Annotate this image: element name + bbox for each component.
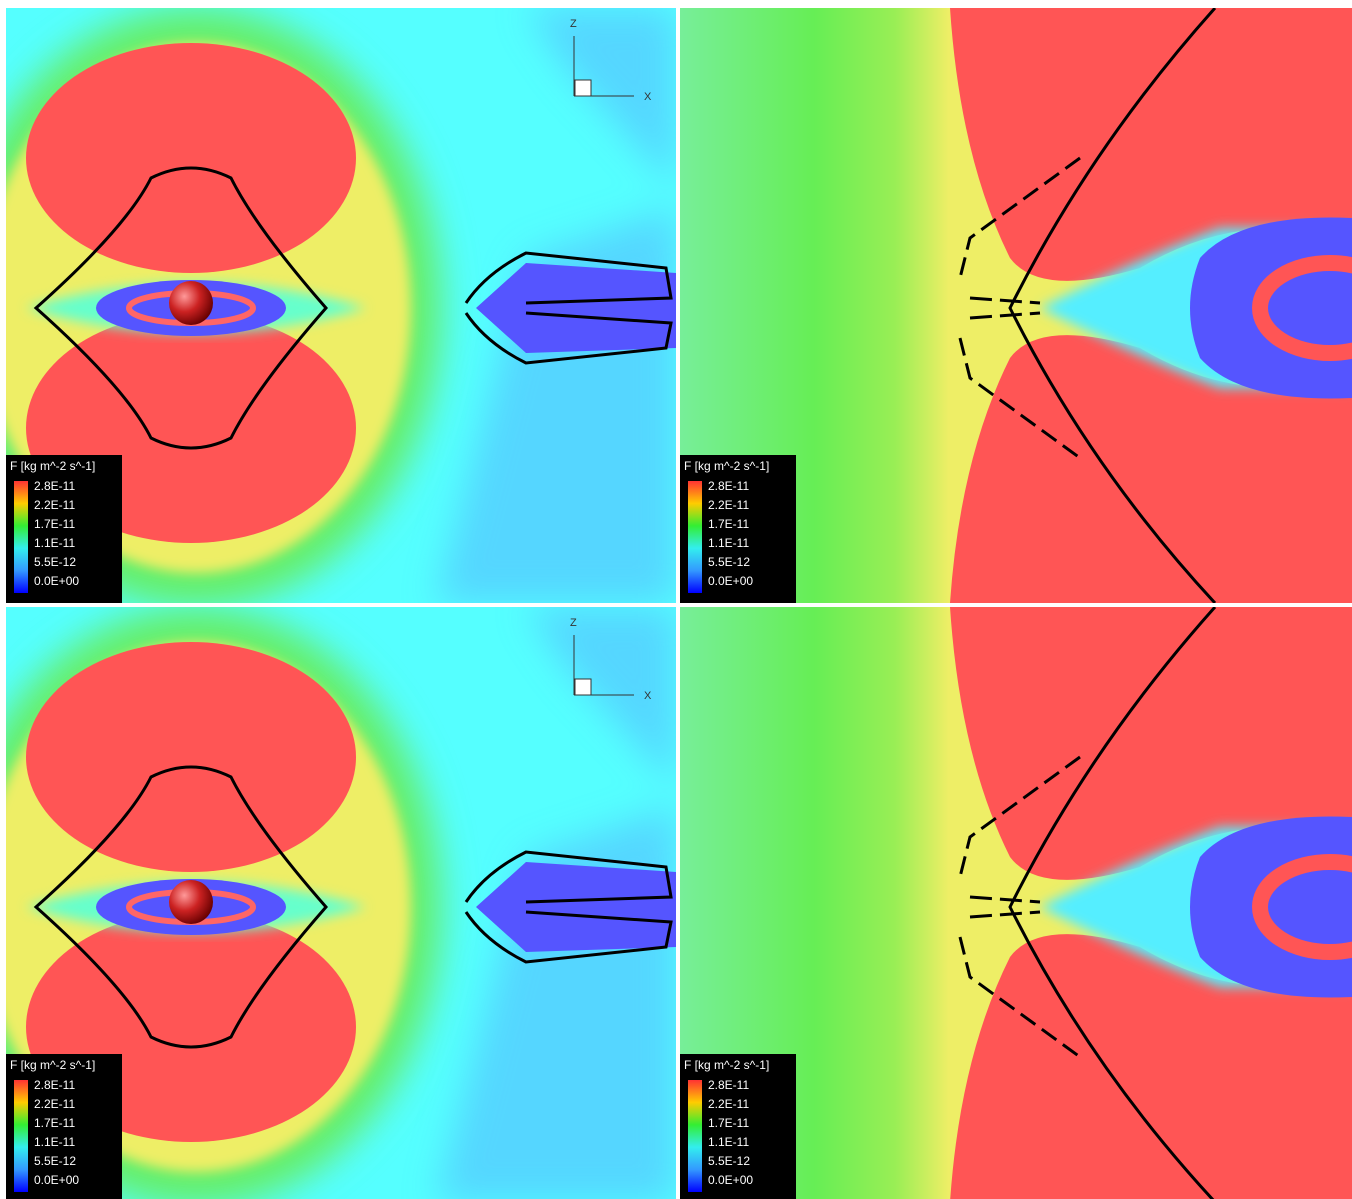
- legend-label: 1.1E-11: [34, 1135, 75, 1149]
- panel: F [kg m^-2 s^-1] 2.8E-11 2.2E-11 1.7E-11 1.1…: [0, 8, 676, 608]
- legend-label: 2.2E-11: [34, 1097, 75, 1111]
- legend-label: 5.5E-12: [34, 1154, 76, 1168]
- overlay: F [kg m^-2 s^-1] 2.8E-11 2.2E-11 1.7E-11 1.1…: [680, 455, 796, 603]
- legend-label: 1.7E-11: [708, 517, 749, 531]
- axis-label-z: Z: [570, 617, 577, 629]
- colorbar: [688, 1080, 702, 1192]
- legend-label: 1.7E-11: [34, 1116, 75, 1130]
- legend-label: 2.2E-11: [708, 1097, 749, 1111]
- legend-label: 0.0E+00: [708, 574, 753, 588]
- legend-label: 0.0E+00: [34, 1173, 79, 1187]
- legend-label: 5.5E-12: [708, 555, 750, 569]
- legend-label: 0.0E+00: [708, 1173, 753, 1187]
- legend-title: F [kg m^-2 s^-1]: [10, 1058, 95, 1072]
- panel: F [kg m^-2 s^-1] 2.8E-11 2.2E-11 1.7E-11 1.1…: [680, 8, 1352, 603]
- legend-label: 2.8E-11: [34, 479, 75, 493]
- panel: F [kg m^-2 s^-1] 2.8E-11 2.2E-11 1.7E-11 1.1…: [680, 607, 1352, 1199]
- legend-label: 2.8E-11: [708, 1078, 749, 1092]
- legend-label: 5.5E-12: [34, 555, 76, 569]
- legend-label: 1.1E-11: [34, 536, 75, 550]
- axis-label-x: X: [644, 91, 652, 103]
- legend-label: 5.5E-12: [708, 1154, 750, 1168]
- legend-label: 2.8E-11: [34, 1078, 75, 1092]
- colorbar: [14, 481, 28, 593]
- panel: F [kg m^-2 s^-1] 2.8E-11 2.2E-11 1.7E-11 1.1…: [0, 607, 676, 1199]
- overlay: F [kg m^-2 s^-1] 2.8E-11 2.2E-11 1.7E-11 1.1…: [680, 1054, 796, 1199]
- legend-label: 2.2E-11: [34, 498, 75, 512]
- legend-label: 1.7E-11: [34, 517, 75, 531]
- legend-title: F [kg m^-2 s^-1]: [10, 459, 95, 473]
- legend-label: 1.1E-11: [708, 536, 749, 550]
- legend-title: F [kg m^-2 s^-1]: [684, 459, 769, 473]
- legend-label: 0.0E+00: [34, 574, 79, 588]
- legend-label: 2.2E-11: [708, 498, 749, 512]
- legend-title: F [kg m^-2 s^-1]: [684, 1058, 769, 1072]
- legend-label: 1.1E-11: [708, 1135, 749, 1149]
- colorbar: [14, 1080, 28, 1192]
- legend-label: 1.7E-11: [708, 1116, 749, 1130]
- colorbar: [688, 481, 702, 593]
- legend-label: 2.8E-11: [708, 479, 749, 493]
- axis-label-x: X: [644, 690, 652, 702]
- axis-label-z: Z: [570, 18, 577, 30]
- axis-box: [575, 679, 591, 695]
- axis-box: [575, 80, 591, 96]
- figure: F [kg m^-2 s^-1] 2.8E-11 2.2E-11 1.7E-11 1.1…: [0, 0, 1352, 1199]
